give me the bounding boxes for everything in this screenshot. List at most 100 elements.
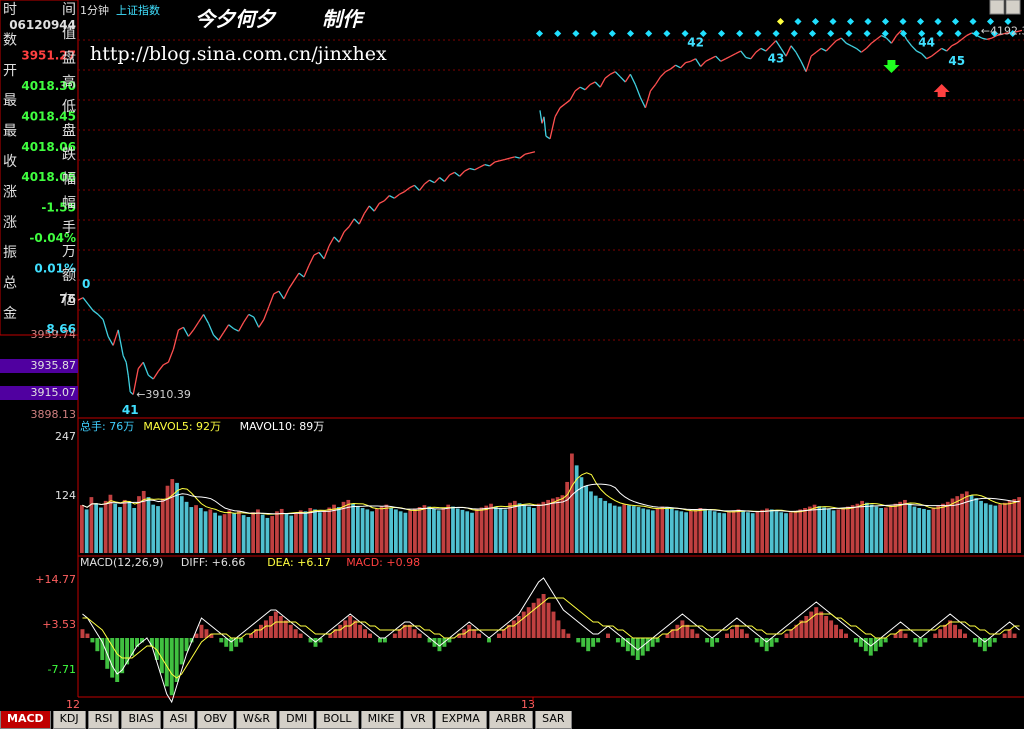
tab-boll[interactable]: BOLL (316, 711, 359, 729)
volume-bar (346, 499, 351, 553)
volume-bar (413, 508, 417, 553)
toolbar-icon-settings[interactable] (1005, 0, 1021, 15)
tab-arbr[interactable]: ARBR (488, 711, 534, 729)
volume-bar (669, 508, 674, 553)
volume-bar (389, 507, 393, 553)
price-segment (373, 203, 380, 212)
price-segment (207, 323, 215, 336)
volume-bar (170, 479, 175, 553)
signal-dot-low (572, 29, 580, 38)
volume-bar (1012, 499, 1017, 553)
price-segment (695, 58, 702, 67)
price-segment (223, 324, 230, 333)
volume-bar (522, 505, 527, 553)
price-segment (288, 280, 295, 289)
price-segment (178, 326, 184, 331)
price-segment (197, 314, 205, 323)
price-tick-highlight (0, 386, 78, 400)
volume-bar (684, 512, 688, 553)
price-segment (424, 179, 430, 185)
macd-panel: MACD(12,26,9) DIFF: +6.66 DEA: +6.17 MACD: … (35, 556, 1020, 704)
wave-label: 43 (768, 52, 785, 66)
price-segment (393, 193, 400, 199)
price-segment (434, 177, 440, 184)
volume-bar (817, 506, 822, 553)
period-label[interactable]: 1分钟 (80, 3, 109, 17)
volume-bar (127, 501, 132, 553)
price-segment (670, 64, 676, 70)
price-segment (609, 71, 616, 75)
volume-bar (926, 509, 931, 553)
price-segment (418, 183, 425, 191)
signal-dot-low (1009, 29, 1017, 38)
volume-bar (784, 513, 788, 553)
volume-bar (237, 511, 241, 553)
info-value-9: 4018.06 (21, 140, 76, 154)
volume-bar (103, 500, 108, 553)
volume-bar (498, 508, 503, 553)
price-segment (654, 76, 662, 85)
price-segment (238, 321, 245, 332)
price-segment (1016, 29, 1023, 33)
volume-bar (275, 511, 279, 553)
price-segment (157, 364, 164, 372)
price-segment (167, 349, 175, 363)
volume-bar (436, 510, 441, 553)
info-right-label-0: 间 (62, 2, 76, 18)
diff-line (82, 577, 1020, 704)
price-tick-label: 3935.87 (31, 359, 77, 372)
price-segment (619, 76, 626, 83)
signal-dot-low (918, 29, 926, 38)
signal-dot-low (681, 29, 689, 38)
x-tick-label: 13 (521, 698, 535, 711)
signal-dot-low (663, 29, 671, 38)
volume-bar (974, 498, 979, 553)
price-segment (685, 60, 691, 64)
volume-tick-label: 247 (55, 430, 76, 443)
volume-bar (688, 510, 693, 553)
volume-bar (403, 512, 408, 553)
price-segment (389, 195, 395, 199)
tab-wr[interactable]: W&R (235, 711, 278, 729)
tab-obv[interactable]: OBV (196, 711, 234, 729)
price-segment (368, 205, 375, 212)
tab-vr[interactable]: VR (403, 711, 433, 729)
volume-bar (907, 503, 912, 553)
info-label-2: 数 (3, 32, 17, 48)
price-segment (484, 164, 490, 167)
tab-mike[interactable]: MIKE (360, 711, 402, 729)
price-segment (82, 297, 89, 305)
signal-dot-low (845, 29, 853, 38)
price-segment (147, 374, 154, 380)
price-segment (634, 84, 641, 98)
volume-bar (256, 509, 260, 553)
tab-dmi[interactable]: DMI (279, 711, 315, 729)
volume-bar (717, 512, 722, 553)
price-segment (629, 73, 636, 85)
tab-bias[interactable]: BIAS (121, 711, 161, 729)
price-segment (554, 107, 561, 118)
toolbar-icon-chart[interactable] (989, 0, 1005, 15)
price-segment (77, 297, 84, 301)
price-segment (584, 84, 591, 91)
signal-dot-low (808, 29, 817, 38)
price-segment (926, 55, 932, 60)
volume-bar (517, 503, 522, 553)
price-segment (835, 37, 842, 42)
price-segment (263, 306, 270, 320)
tab-asi[interactable]: ASI (162, 711, 195, 729)
tab-macd[interactable]: MACD (0, 711, 51, 729)
volume-bar (84, 509, 89, 553)
price-segment (815, 47, 822, 53)
tab-kdj[interactable]: KDJ (52, 711, 86, 729)
price-segment (163, 361, 169, 366)
volume-bar (969, 495, 974, 553)
volume-bar (451, 506, 455, 553)
volume-bar (298, 510, 303, 553)
volume-bar (798, 509, 803, 553)
volume-bar (175, 482, 179, 553)
tab-expma[interactable]: EXPMA (434, 711, 487, 729)
tab-rsi[interactable]: RSI (87, 711, 120, 729)
tab-sar[interactable]: SAR (535, 711, 572, 729)
